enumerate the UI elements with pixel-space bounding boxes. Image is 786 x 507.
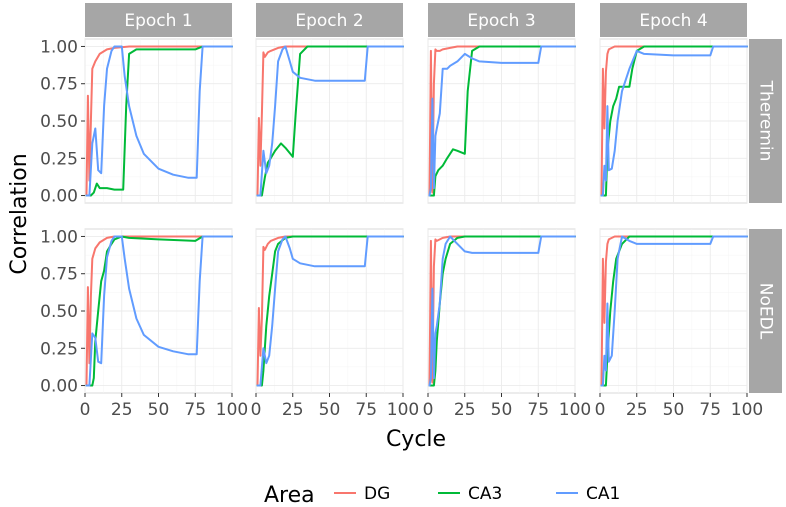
row-strip-bg [749,39,782,203]
series-line-ca1 [256,45,404,197]
series-line-ca3 [256,235,404,387]
column-strip: Epoch 1 [85,3,232,37]
x-tick-label: 0 [423,400,434,420]
series-line-ca1 [85,45,233,197]
x-tick-label: 100 [559,400,591,420]
legend: Area DG CA3 CA1 [264,483,620,507]
series-line-ca3 [256,45,404,197]
legend-entries: DG CA3 CA1 [334,484,620,504]
legend-label: CA1 [586,484,620,504]
panel [84,228,233,394]
x-tick-label: 25 [282,400,304,420]
y-axis-title: Correlation [7,153,32,274]
legend-entry-ca1: CA1 [556,484,620,504]
column-strip-label: Epoch 1 [124,11,192,31]
row-strip-label: Theremin [756,80,776,162]
row-strip-bg [749,229,782,393]
series-line-ca3 [428,45,576,197]
y-tick-label: 0.75 [40,75,78,95]
column-strips: Epoch 1 Epoch 2 Epoch 3 Epoch 4 [85,3,747,37]
legend-label: CA3 [468,484,502,504]
x-axes: 0 25 50 75 100 0 25 50 75 100 0 25 50 75 100 0 25 50 75 100 [80,393,763,420]
legend-entry-ca3: CA3 [438,484,502,504]
y-tick-label: 1.00 [40,227,78,247]
y-axes: 0.00 0.25 0.50 0.75 1.00 0.00 0.25 0.50 0.75 1.00 [40,37,85,397]
panel [84,38,233,204]
column-strip-label: Epoch 3 [467,11,535,31]
series-line-ca1 [85,235,233,387]
panel [599,228,748,394]
y-tick-label: 0.50 [40,112,78,132]
column-strip: Epoch 3 [428,3,575,37]
x-tick-label: 50 [148,400,170,420]
series-line-dg [600,45,748,197]
column-strip: Epoch 4 [600,3,747,37]
series-line-ca1 [428,235,576,387]
panel [255,38,404,204]
panel [427,228,576,394]
series-line-ca3 [428,235,576,387]
series-line-ca1 [428,45,576,197]
x-tick-label: 75 [699,400,721,420]
x-tick-label: 50 [491,400,513,420]
x-tick-label: 75 [355,400,377,420]
x-tick-label: 75 [184,400,206,420]
x-axis-title: Cycle [386,427,446,452]
series-line-ca1 [600,45,748,197]
x-tick-label: 25 [111,400,133,420]
panel [427,38,576,204]
series-line-dg [256,45,404,197]
y-tick-label: 0.50 [40,302,78,322]
x-tick-label: 100 [216,400,248,420]
column-strip: Epoch 2 [256,3,403,37]
panel [255,228,404,394]
legend-label: DG [364,484,390,504]
x-tick-label: 75 [527,400,549,420]
y-tick-label: 0.25 [40,339,78,359]
column-strip-bg [256,3,403,37]
y-tick-label: 0.00 [40,377,78,397]
x-tick-label: 50 [663,400,685,420]
column-strip-bg [600,3,747,37]
series-line-ca1 [600,235,748,387]
column-strip-label: Epoch 2 [295,11,363,31]
column-strip-label: Epoch 4 [639,11,707,31]
y-tick-label: 0.25 [40,149,78,169]
x-tick-label: 100 [731,400,763,420]
row-strips: Theremin NoEDL [749,39,782,393]
x-tick-label: 0 [595,400,606,420]
series-line-ca1 [256,235,404,387]
row-strip-label: NoEDL [756,283,776,340]
series-line-ca3 [85,45,233,197]
x-tick-label: 0 [80,400,91,420]
y-tick-label: 1.00 [40,37,78,57]
column-strip-bg [428,3,575,37]
column-strip-bg [85,3,232,37]
panel [599,38,748,204]
x-tick-label: 50 [319,400,341,420]
legend-title: Area [264,483,315,507]
x-tick-label: 25 [454,400,476,420]
x-tick-label: 100 [387,400,419,420]
legend-entry-dg: DG [334,484,390,504]
x-tick-label: 0 [251,400,262,420]
chart-panels [84,38,748,394]
row-strip: NoEDL [749,229,782,393]
y-tick-label: 0.75 [40,265,78,285]
y-tick-label: 0.00 [40,187,78,207]
row-strip: Theremin [749,39,782,203]
x-tick-label: 25 [626,400,648,420]
